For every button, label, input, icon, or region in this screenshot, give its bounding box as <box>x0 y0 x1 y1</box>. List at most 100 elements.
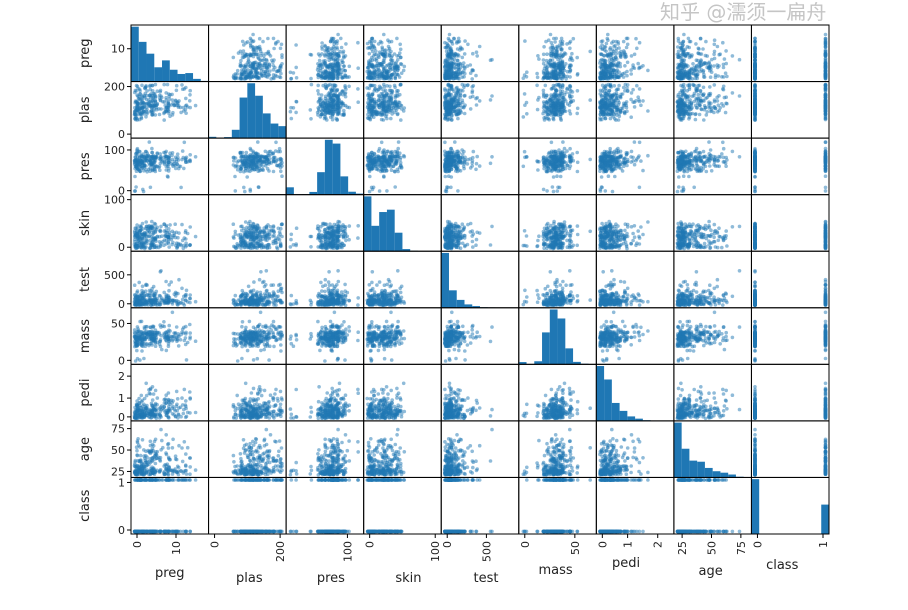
data-point <box>367 92 371 96</box>
data-point <box>680 89 684 93</box>
data-point <box>561 103 565 107</box>
data-point <box>478 45 482 49</box>
data-point <box>246 169 250 173</box>
data-point <box>709 65 713 69</box>
data-point <box>565 42 569 46</box>
data-point <box>692 100 696 104</box>
data-point <box>550 109 554 113</box>
data-point <box>443 89 447 93</box>
hist-bar <box>340 176 348 194</box>
data-point <box>258 58 262 62</box>
cell-plas-vs-pres <box>286 82 364 139</box>
data-point <box>608 58 612 62</box>
data-point <box>236 69 240 73</box>
data-point <box>344 42 348 46</box>
data-point <box>149 162 153 166</box>
data-point <box>316 84 320 88</box>
data-point <box>337 54 341 58</box>
data-point <box>150 157 154 161</box>
data-point <box>556 100 560 104</box>
data-point <box>463 84 467 88</box>
data-point <box>681 108 685 112</box>
data-point <box>553 108 557 112</box>
data-point <box>143 155 147 159</box>
data-point <box>343 84 347 88</box>
data-point <box>259 168 263 172</box>
data-point <box>542 62 546 66</box>
data-point <box>457 108 461 112</box>
data-point <box>693 84 697 88</box>
data-point <box>389 117 393 121</box>
data-point <box>234 72 238 76</box>
data-point <box>696 87 700 91</box>
data-point <box>676 95 680 99</box>
data-point <box>333 50 337 54</box>
data-point <box>552 76 556 80</box>
data-point <box>390 73 394 77</box>
data-point <box>525 112 529 116</box>
data-point <box>188 153 192 157</box>
data-point <box>687 110 691 114</box>
data-point <box>179 186 183 190</box>
data-point <box>723 96 727 100</box>
data-point <box>151 168 155 172</box>
data-point <box>327 65 331 69</box>
data-point <box>320 93 324 97</box>
data-point <box>698 52 702 56</box>
data-point <box>333 86 337 90</box>
data-point <box>824 77 828 81</box>
data-point <box>824 53 828 57</box>
data-point <box>177 99 181 103</box>
data-point <box>676 100 680 104</box>
data-point <box>691 95 695 99</box>
data-point <box>151 105 155 109</box>
data-point <box>681 92 685 96</box>
hist-bar <box>247 83 255 138</box>
data-point <box>549 33 553 37</box>
data-point <box>475 54 479 58</box>
data-point <box>615 89 619 93</box>
data-point <box>255 75 259 79</box>
data-point <box>625 37 629 41</box>
data-point <box>380 118 384 122</box>
data-point <box>565 87 569 91</box>
data-point <box>390 168 394 172</box>
data-point <box>604 105 608 109</box>
data-point <box>188 99 192 103</box>
cells <box>131 25 829 534</box>
data-point <box>381 151 385 155</box>
data-point <box>523 92 527 96</box>
data-point <box>378 189 382 193</box>
data-point <box>180 83 184 87</box>
data-point <box>448 33 452 37</box>
data-point <box>188 106 192 110</box>
data-point <box>564 52 568 56</box>
data-point <box>682 61 686 65</box>
data-point <box>570 57 574 61</box>
data-point <box>575 112 579 116</box>
data-point <box>447 113 451 117</box>
data-point <box>391 59 395 63</box>
data-point <box>602 115 606 119</box>
data-point <box>692 66 696 70</box>
data-point <box>694 112 698 116</box>
data-point <box>453 66 457 70</box>
data-point <box>576 72 580 76</box>
hist-bar <box>286 187 294 194</box>
data-point <box>713 43 717 47</box>
cell-preg-vs-test <box>441 25 519 82</box>
data-point <box>338 50 342 54</box>
data-point <box>244 77 248 81</box>
data-point <box>535 72 539 76</box>
data-point <box>552 70 556 74</box>
data-point <box>398 43 402 47</box>
data-point <box>239 64 243 68</box>
data-point <box>184 86 188 90</box>
data-point <box>469 107 473 111</box>
data-point <box>233 175 237 179</box>
data-point <box>448 92 452 96</box>
data-point <box>629 68 633 72</box>
data-point <box>143 164 147 168</box>
data-point <box>250 64 254 68</box>
data-point <box>566 75 570 79</box>
